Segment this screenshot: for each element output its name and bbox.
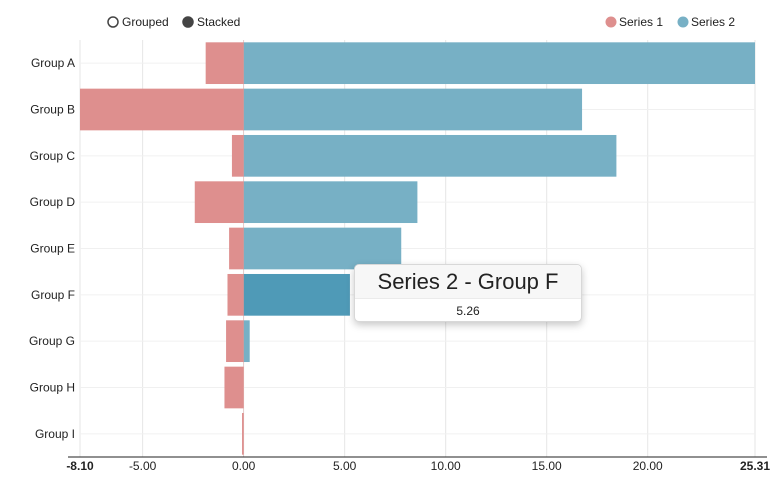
x-tick-label: 10.00 <box>431 459 461 473</box>
category-label: Group G <box>29 334 75 348</box>
x-axis: -8.10 -5.00 0.00 5.00 10.00 15.00 20.00 25.31 <box>66 456 770 473</box>
bar-series-1-group-d[interactable] <box>194 181 244 224</box>
legend-swatch <box>677 16 689 28</box>
control-label: Grouped <box>122 15 169 29</box>
category-label: Group F <box>31 288 75 302</box>
legend-item-series-1[interactable]: Series 1 <box>605 15 664 29</box>
stack-mode-controls: Grouped Stacked <box>107 15 240 29</box>
bar-series-1-group-b[interactable] <box>80 88 244 131</box>
bar-series-1-group-c[interactable] <box>231 134 244 177</box>
bar-series-2-group-a[interactable] <box>243 42 755 85</box>
category-label: Group I <box>35 427 75 441</box>
bar-series-2-group-g[interactable] <box>243 320 250 363</box>
category-label: Group H <box>30 381 75 395</box>
x-tick-label: 25.31 <box>740 459 770 473</box>
category-label: Group E <box>30 242 75 256</box>
control-grouped[interactable]: Grouped <box>107 15 169 29</box>
bar-series-1-group-a[interactable] <box>205 42 244 85</box>
x-tick-label: 0.00 <box>232 459 256 473</box>
control-stacked[interactable]: Stacked <box>182 15 240 29</box>
category-label: Group B <box>30 103 75 117</box>
bar-series-1-group-f[interactable] <box>227 273 244 316</box>
radio-icon <box>107 16 119 28</box>
category-label: Group A <box>31 56 75 70</box>
bar-series-2-group-b[interactable] <box>243 88 583 131</box>
x-tick-label: -5.00 <box>129 459 157 473</box>
x-tick-label: 5.00 <box>333 459 357 473</box>
tooltip-value: 5.26 <box>456 304 480 318</box>
bar-series-1-group-i[interactable] <box>242 412 244 455</box>
bar-series-2-group-d[interactable] <box>243 181 418 224</box>
tooltip-title: Series 2 - Group F <box>355 265 581 299</box>
legend: Series 1 Series 2 <box>605 15 736 29</box>
x-tick-label: -8.10 <box>66 459 94 473</box>
bar-series-1-group-e[interactable] <box>229 227 244 270</box>
category-label: Group D <box>30 195 76 209</box>
radio-icon <box>182 16 194 28</box>
category-labels: Group A Group B Group C Group D Group E Group… <box>29 56 75 441</box>
bars <box>80 40 755 457</box>
tooltip: Series 2 - Group F 5.26 <box>354 264 582 322</box>
legend-label: Series 1 <box>619 15 663 29</box>
bar-series-1-group-g[interactable] <box>226 320 244 363</box>
bar-series-2-group-f[interactable] <box>243 273 350 316</box>
legend-item-series-2[interactable]: Series 2 <box>677 15 736 29</box>
category-label: Group C <box>30 149 76 163</box>
x-tick-label: 15.00 <box>532 459 562 473</box>
bar-series-2-group-e[interactable] <box>243 227 402 270</box>
legend-swatch <box>605 16 617 28</box>
x-tick-label: 20.00 <box>633 459 663 473</box>
bar-series-2-group-c[interactable] <box>243 134 617 177</box>
bar-series-1-group-h[interactable] <box>224 366 244 409</box>
control-label: Stacked <box>197 15 240 29</box>
legend-label: Series 2 <box>691 15 735 29</box>
